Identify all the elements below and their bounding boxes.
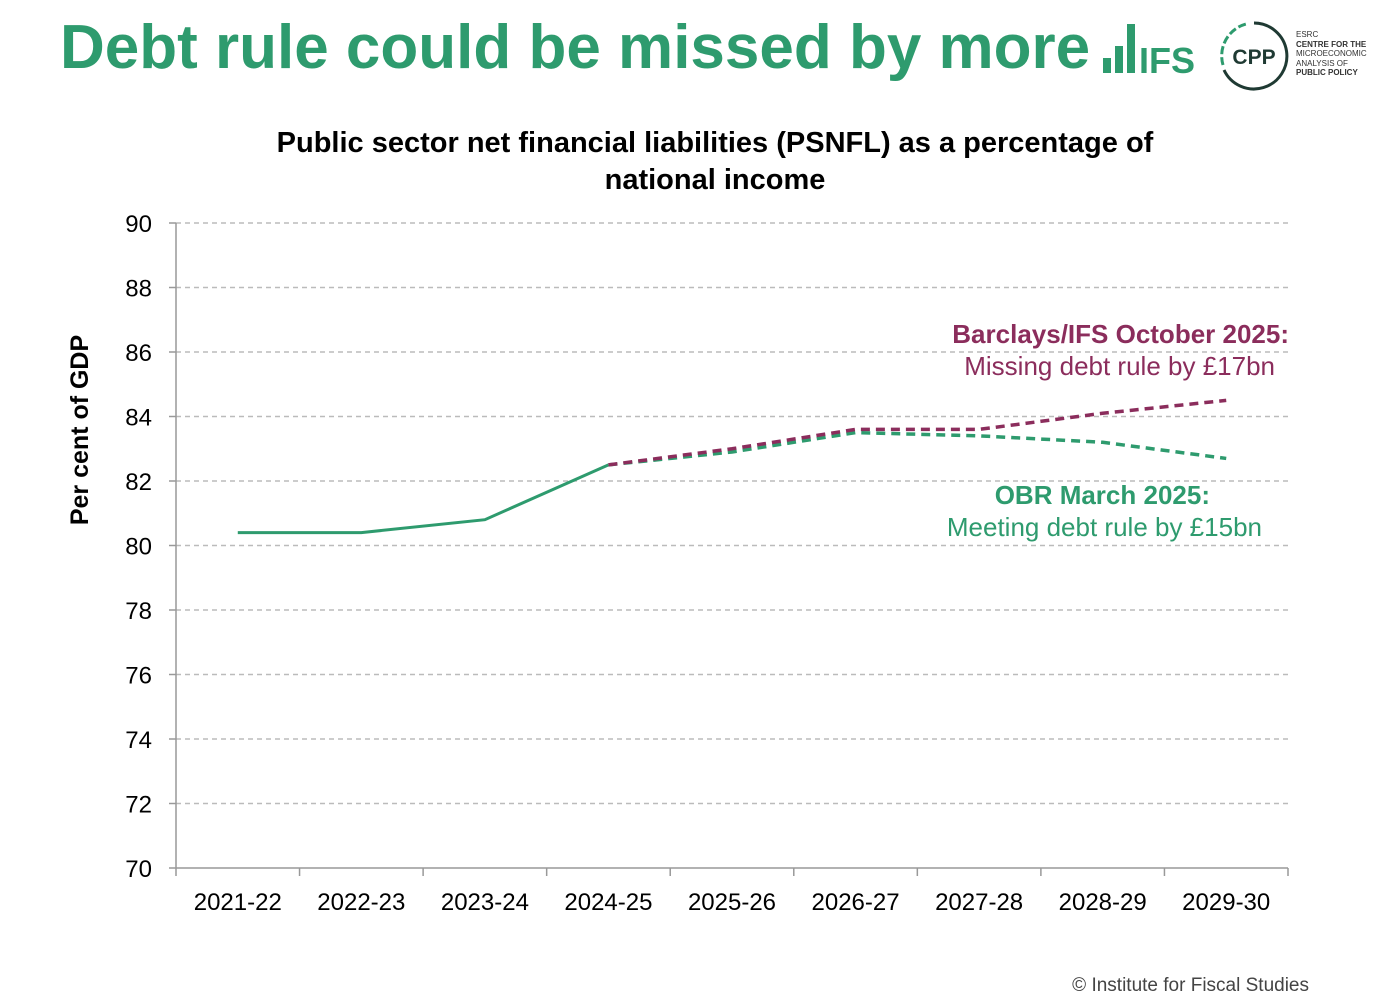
cpp-logo-text: CPP — [1232, 46, 1275, 69]
y-tick-label: 80 — [125, 534, 152, 561]
y-tick-label: 90 — [125, 211, 152, 238]
y-tick-label: 86 — [125, 340, 152, 367]
y-tick-label: 74 — [125, 727, 152, 754]
x-tick-label: 2029-30 — [1182, 889, 1270, 916]
y-tick-label: 82 — [125, 469, 152, 496]
x-tick-label: 2021-22 — [194, 889, 282, 916]
copyright: © Institute for Fiscal Studies — [1072, 975, 1309, 996]
cpp-logo-caption: ESRC CENTRE FOR THE MICROECONOMIC ANALYS… — [1296, 30, 1367, 78]
x-tick-label: 2024-25 — [564, 889, 652, 916]
cpp-line: ANALYSIS OF — [1296, 58, 1348, 68]
chart-title: Public sector net financial liabilities … — [215, 125, 1215, 199]
series-line-obr-march-2025 — [608, 430, 1227, 467]
y-tick-label: 70 — [125, 856, 152, 883]
series-line-outturn — [237, 463, 610, 535]
chart-title-line: Public sector net financial liabilities … — [276, 127, 1154, 159]
ifs-logo: IFS — [1103, 24, 1195, 76]
cpp-line: PUBLIC POLICY — [1296, 68, 1358, 77]
x-tick-label: 2027-28 — [935, 889, 1023, 916]
x-tick-label: 2026-27 — [812, 889, 900, 916]
chart-title-line: national income — [604, 164, 826, 196]
annotation-obr: OBR March 2025: Meeting debt rule by £15… — [947, 479, 1262, 543]
x-tick-label: 2025-26 — [688, 889, 776, 916]
y-tick-label: 78 — [125, 598, 152, 625]
y-axis-label: Per cent of GDP — [66, 335, 94, 525]
annotation-barclays: Barclays/IFS October 2025: Missing debt … — [952, 318, 1289, 382]
x-tick-label: 2023-24 — [441, 889, 529, 916]
annotation-text: Meeting debt rule by £15bn — [946, 512, 1262, 542]
ifs-logo-text: IFS — [1139, 40, 1195, 76]
y-tick-label: 72 — [125, 792, 152, 819]
cpp-line: MICROECONOMIC — [1296, 49, 1367, 58]
y-tick-label: 88 — [125, 276, 152, 303]
headline: Debt rule could be missed by more — [60, 13, 1091, 82]
series-line-barclays-ifs-october-2025 — [608, 398, 1227, 467]
cpp-line: CENTRE FOR THE — [1296, 39, 1367, 49]
x-tick-label: 2028-29 — [1059, 889, 1147, 916]
annotation-text: Missing debt rule by £17bn — [964, 351, 1275, 381]
x-tick-label: 2022-23 — [317, 889, 405, 916]
y-tick-label: 76 — [125, 663, 152, 690]
cpp-logo: CPP — [1220, 21, 1289, 91]
annotation-title: Barclays/IFS October 2025: — [952, 319, 1289, 349]
cpp-line: ESRC — [1296, 30, 1319, 39]
y-tick-label: 84 — [125, 405, 152, 432]
annotation-title: OBR March 2025: — [994, 480, 1210, 510]
